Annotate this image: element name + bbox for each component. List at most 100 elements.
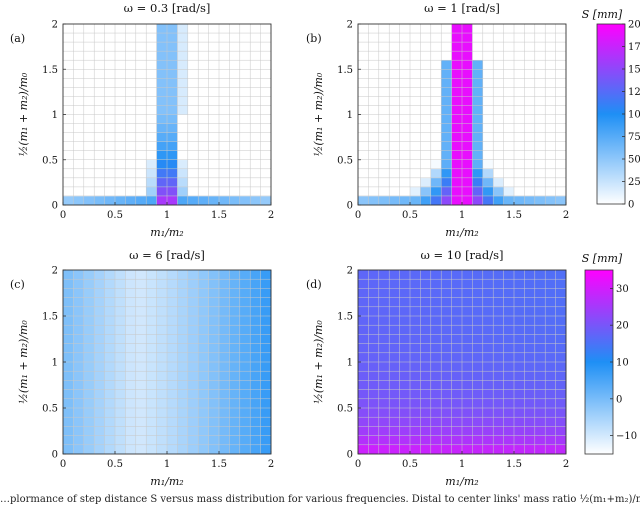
heatmap-cell <box>156 408 168 418</box>
heatmap-cell <box>420 417 432 427</box>
heatmap-cell <box>219 288 230 298</box>
heatmap-cell <box>389 270 400 280</box>
heatmap-cell <box>524 279 536 289</box>
heatmap-cell <box>524 316 536 326</box>
heatmap-cell <box>555 168 567 179</box>
heatmap-cell <box>462 380 473 390</box>
heatmap-cell <box>524 306 536 317</box>
heatmap-cell <box>503 33 515 43</box>
heatmap-cell <box>524 159 536 170</box>
heatmap-cell <box>187 444 199 455</box>
heatmap-cell <box>156 51 168 61</box>
heatmap-cell <box>410 159 421 170</box>
heatmap-cell <box>104 168 116 179</box>
heatmap-cell <box>378 417 390 427</box>
heatmap-cell <box>219 380 230 390</box>
heatmap-cell <box>472 408 484 418</box>
heatmap-cell <box>358 150 369 161</box>
heatmap-cell <box>410 426 421 436</box>
heatmap-cell <box>115 51 126 61</box>
y-tick-label: 0.5 <box>42 404 58 415</box>
heatmap-cell <box>125 362 137 372</box>
heatmap-cell <box>389 132 400 142</box>
y-tick-label: 1.5 <box>42 312 58 323</box>
heatmap-cell <box>208 33 220 43</box>
heatmap-cell <box>430 352 442 363</box>
heatmap-cell <box>441 297 452 308</box>
heatmap-cell <box>358 371 369 381</box>
heatmap-cell <box>198 78 209 88</box>
heatmap-cell <box>441 426 452 436</box>
heatmap-cell <box>462 168 473 179</box>
heatmap-cell <box>399 33 411 43</box>
heatmap-cell <box>260 316 272 326</box>
heatmap-cell <box>239 60 251 70</box>
heatmap-cell <box>555 279 567 289</box>
heatmap-cell <box>451 69 463 79</box>
heatmap-cell <box>368 426 380 436</box>
heatmap-cell <box>260 288 272 298</box>
heatmap-cell <box>482 343 494 354</box>
heatmap-cell <box>198 343 209 354</box>
heatmap-cell <box>73 417 85 427</box>
heatmap-cell <box>430 42 442 52</box>
heatmap-cell <box>410 141 421 151</box>
heatmap-cell <box>187 33 199 43</box>
heatmap-cell <box>63 60 74 70</box>
heatmap-cell <box>94 69 105 79</box>
heatmap-cell <box>441 195 452 206</box>
heatmap-cell <box>524 426 536 436</box>
heatmap-cell <box>378 186 390 197</box>
heatmap-cell <box>503 168 515 179</box>
heatmap-cell <box>156 42 168 52</box>
heatmap-cell <box>219 186 230 197</box>
heatmap-cell <box>73 195 85 206</box>
heatmap-cells <box>358 24 567 206</box>
heatmap-cell <box>524 60 536 70</box>
heatmap-cell <box>472 42 484 52</box>
heatmap-cell <box>430 343 442 354</box>
heatmap-cell <box>156 33 168 43</box>
heatmap-cell <box>399 297 411 308</box>
heatmap-cell <box>250 24 261 34</box>
heatmap-cell <box>368 177 380 188</box>
heatmap-cell <box>545 279 556 289</box>
heatmap-cell <box>555 150 567 161</box>
heatmap-cell <box>146 24 157 34</box>
heatmap-cell <box>410 195 421 206</box>
heatmap-cell <box>399 24 411 34</box>
heatmap-cell <box>187 316 199 326</box>
heatmap-cell <box>545 114 556 124</box>
heatmap-cell <box>462 334 473 344</box>
heatmap-cell <box>198 279 209 289</box>
heatmap-cell <box>187 96 199 106</box>
heatmap-cell <box>389 334 400 344</box>
y-tick-label: 0 <box>52 201 58 212</box>
heatmap-cell <box>368 51 380 61</box>
colorbar-tick-label: 20 <box>616 321 629 332</box>
heatmap-cell <box>187 177 199 188</box>
heatmap-cell <box>125 288 137 298</box>
heatmap-cell <box>94 105 105 115</box>
heatmap-cell <box>399 123 411 133</box>
heatmap-cell <box>399 159 411 170</box>
heatmap-cell <box>135 96 147 106</box>
heatmap-cell <box>63 270 74 280</box>
heatmap-cell <box>472 96 484 106</box>
heatmap-cell <box>135 141 147 151</box>
heatmap-cell <box>389 352 400 363</box>
heatmap-cell <box>389 150 400 161</box>
heatmap-cell <box>115 87 126 97</box>
heatmap-cell <box>534 105 546 115</box>
heatmap-cell <box>198 306 209 317</box>
heatmap-cell <box>208 408 220 418</box>
heatmap-cell <box>83 352 95 363</box>
heatmap-cell <box>410 325 421 335</box>
heatmap-cell <box>399 444 411 455</box>
heatmap-cell <box>177 362 189 372</box>
heatmap-cell <box>399 408 411 418</box>
heatmap-cell <box>135 306 147 317</box>
heatmap-cell <box>135 279 147 289</box>
heatmap-cell <box>260 186 272 197</box>
